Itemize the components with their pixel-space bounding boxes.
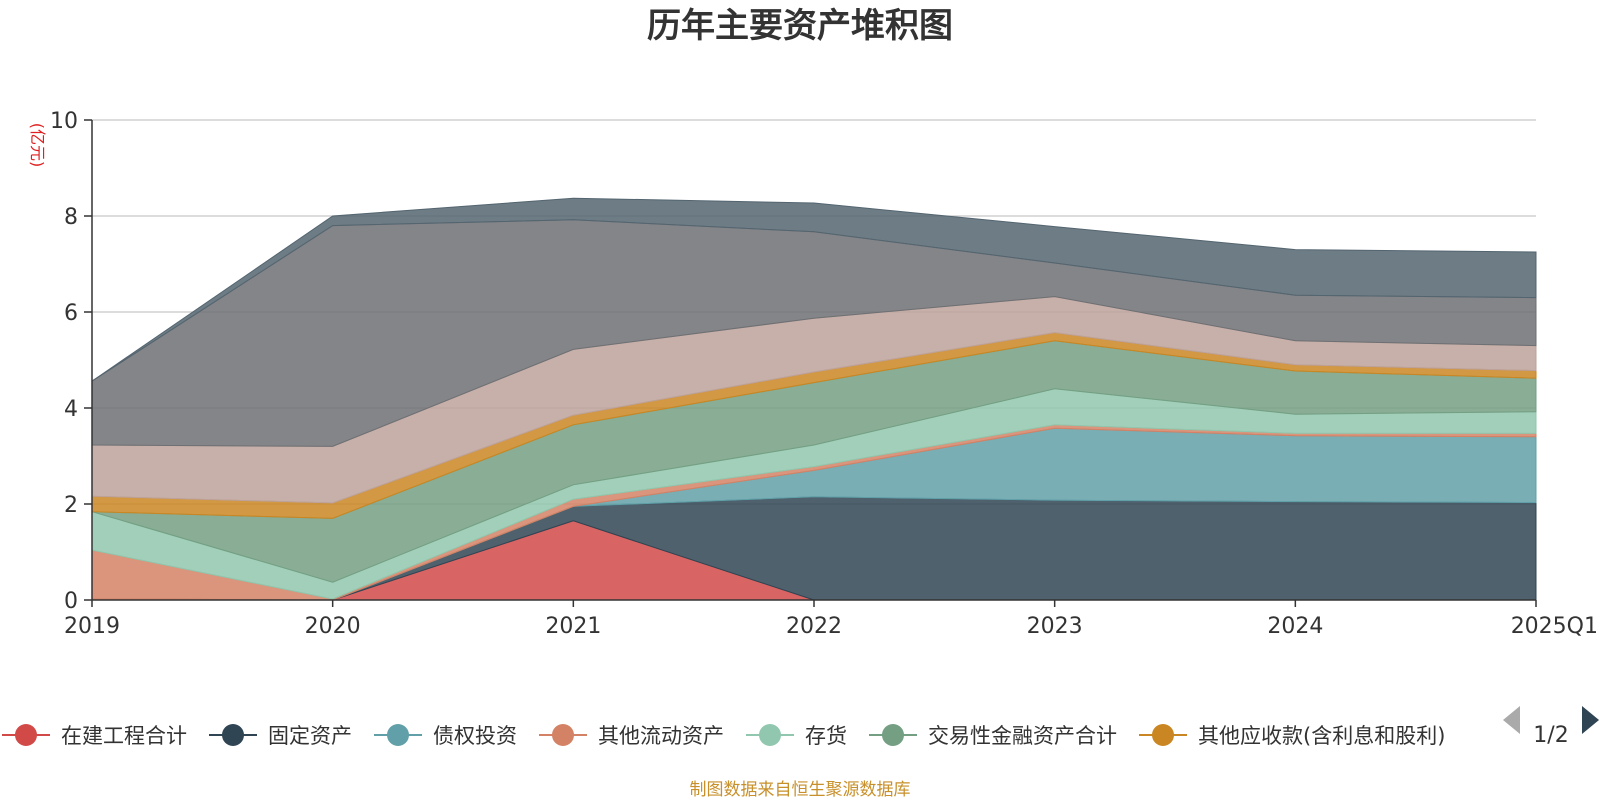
x-tick-label: 2021 [545, 614, 601, 639]
legend-marker [15, 724, 37, 746]
legend-pager: 1/2 [1503, 706, 1599, 748]
legend-item[interactable]: 交易性金融资产合计 [869, 724, 1117, 748]
legend-prev-icon[interactable] [1503, 706, 1520, 734]
y-axis-unit: (亿元) [28, 123, 47, 168]
legend-label: 交易性金融资产合计 [928, 724, 1117, 748]
x-tick-label: 2020 [305, 614, 361, 639]
x-tick-label: 2019 [64, 614, 120, 639]
x-tick-label: 2025Q1 [1511, 614, 1598, 639]
y-tick-label: 6 [64, 301, 78, 326]
legend-label: 债权投资 [433, 724, 517, 748]
legend-label: 其他应收款(含利息和股利) [1198, 724, 1445, 748]
legend-page-indicator: 1/2 [1533, 723, 1568, 748]
legend-item[interactable]: 其他流动资产 [539, 724, 724, 748]
legend-label: 存货 [805, 724, 847, 748]
y-tick-label: 2 [64, 493, 78, 518]
legend-marker [387, 724, 409, 746]
axes: 0 2 4 6 8 10 2019 2020 2021 2022 2023 2024 2025Q1 [50, 109, 1598, 639]
legend-item[interactable]: 在建工程合计 [2, 724, 187, 748]
legend-marker [552, 724, 574, 746]
legend-next-icon[interactable] [1582, 706, 1599, 734]
x-tick-label: 2023 [1027, 614, 1083, 639]
y-tick-label: 10 [50, 109, 78, 134]
chart-title: 历年主要资产堆积图 [647, 6, 953, 46]
legend-marker [1152, 724, 1174, 746]
legend-item[interactable]: 其他应收款(含利息和股利) [1139, 724, 1445, 748]
legend-marker [882, 724, 904, 746]
x-tick-label: 2024 [1267, 614, 1323, 639]
y-tick-label: 8 [64, 205, 78, 230]
data-source-note: 制图数据来自恒生聚源数据库 [690, 780, 911, 800]
area-series-group [91, 197, 1537, 601]
legend-item[interactable]: 债权投资 [374, 724, 517, 748]
legend-marker [759, 724, 781, 746]
legend-item[interactable]: 存货 [746, 724, 847, 748]
legend-label: 在建工程合计 [61, 724, 187, 748]
y-tick-label: 0 [64, 589, 78, 614]
y-tick-label: 4 [64, 397, 78, 422]
x-tick-label: 2022 [786, 614, 842, 639]
legend-label: 其他流动资产 [598, 724, 724, 748]
legend: 在建工程合计 固定资产 债权投资 其他流动资产 存货 交易性金融资产合计 其他应收款(含利息… [2, 724, 1445, 748]
area-series[interactable] [91, 197, 1537, 382]
legend-marker [222, 724, 244, 746]
legend-item[interactable]: 固定资产 [209, 724, 352, 748]
legend-label: 固定资产 [268, 724, 352, 748]
